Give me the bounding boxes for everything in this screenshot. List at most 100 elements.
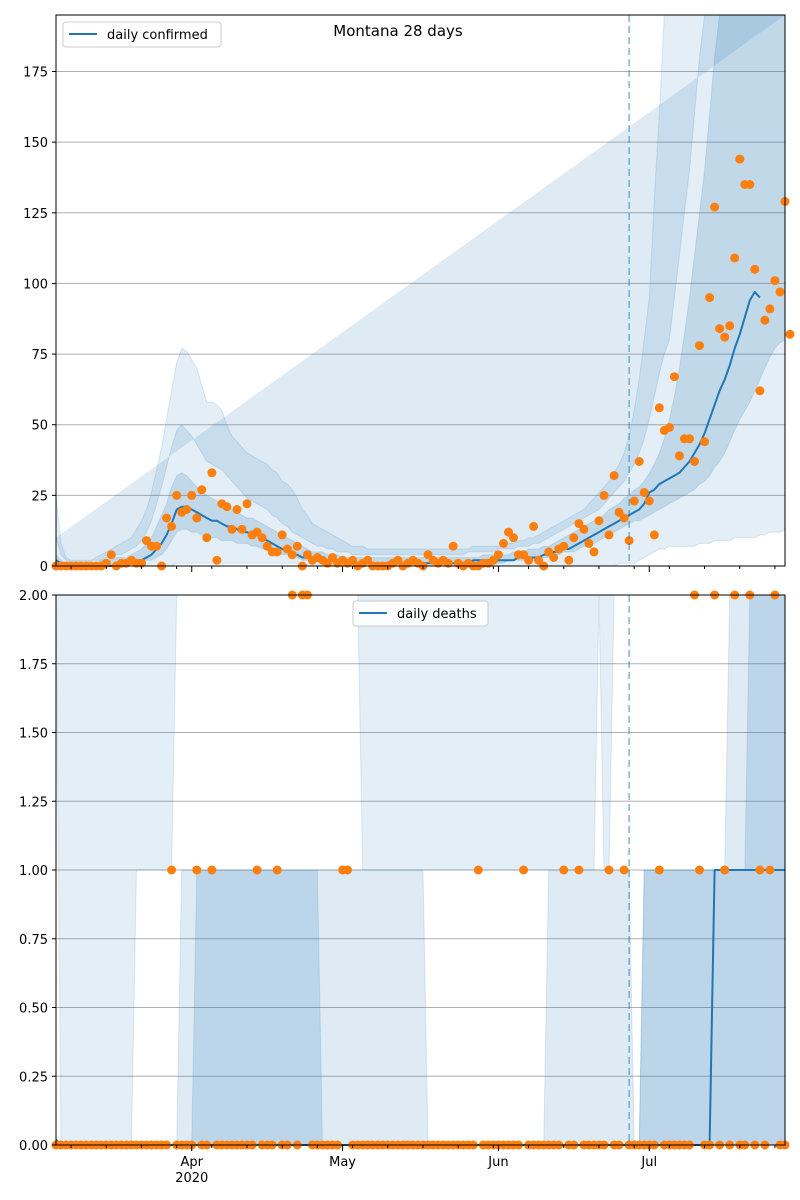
confirmed-observed-point bbox=[292, 541, 302, 551]
confirmed-observed-point bbox=[222, 502, 232, 512]
confirmed-observed-point bbox=[770, 276, 780, 286]
confirmed-observed-point bbox=[443, 558, 453, 568]
confirmed-observed-point bbox=[564, 555, 574, 565]
confirmed-observed-point bbox=[242, 499, 252, 509]
confirmed-observed-point bbox=[227, 524, 237, 534]
confirmed-observed-point bbox=[549, 553, 559, 562]
confirmed-observed-point bbox=[685, 434, 694, 444]
deaths-y-tick-label: 2.00 bbox=[19, 589, 48, 604]
confirmed-y-tick-label: 175 bbox=[23, 66, 48, 81]
confirmed-observed-point bbox=[559, 541, 569, 551]
confirmed-observed-point bbox=[272, 547, 282, 557]
confirmed-observed-point bbox=[137, 558, 146, 568]
deaths-observed-point bbox=[343, 865, 353, 875]
deaths-observed-point bbox=[619, 865, 629, 875]
confirmed-observed-point bbox=[765, 304, 775, 314]
confirmed-observed-point bbox=[212, 555, 222, 565]
deaths-legend: daily deaths bbox=[352, 600, 489, 627]
confirmed-plot-frame bbox=[55, 14, 786, 567]
confirmed-band-mid bbox=[55, 14, 785, 564]
confirmed-observed-point bbox=[493, 550, 503, 560]
confirmed-observed-point bbox=[700, 437, 710, 447]
deaths-observed-point bbox=[654, 865, 664, 875]
confirmed-observed-point bbox=[750, 264, 760, 274]
confirmed-observed-point bbox=[202, 533, 212, 543]
x-tick-label-apr: Apr bbox=[180, 1155, 203, 1170]
confirmed-observed-point bbox=[695, 341, 704, 351]
confirmed-observed-point bbox=[192, 513, 202, 523]
deaths-y-tick-label: 0.00 bbox=[19, 1139, 48, 1154]
deaths-observed-point bbox=[207, 865, 217, 875]
confirmed-observed-point bbox=[745, 180, 755, 189]
legend-box bbox=[62, 21, 222, 48]
confirmed-observed-point bbox=[619, 513, 629, 523]
confirmed-observed-point bbox=[725, 321, 735, 331]
confirmed-observed-point bbox=[710, 202, 720, 212]
x-tick-label-may: May bbox=[329, 1155, 356, 1170]
confirmed-observed-point bbox=[257, 533, 267, 543]
confirmed-y-tick-label: 100 bbox=[23, 277, 48, 292]
deaths-observed-point bbox=[519, 865, 529, 875]
confirmed-observed-point bbox=[509, 533, 518, 543]
confirmed-observed-point bbox=[755, 386, 765, 396]
confirmed-y-tick-label: 0 bbox=[40, 560, 48, 575]
deaths-observed-point bbox=[574, 865, 584, 875]
confirmed-observed-point bbox=[775, 287, 785, 297]
confirmed-observed-point bbox=[609, 471, 619, 481]
confirmed-observed-point bbox=[629, 496, 639, 506]
confirmed-observed-point bbox=[654, 403, 664, 413]
deaths-y-tick-label: 0.75 bbox=[19, 933, 48, 948]
deaths-observed-point bbox=[167, 865, 177, 875]
confirmed-observed-point bbox=[448, 541, 458, 551]
confirmed-observed-point bbox=[715, 324, 725, 334]
confirmed-y-tick-label: 25 bbox=[31, 489, 48, 504]
deaths-observed-point bbox=[720, 865, 730, 875]
deaths-y-tick-label: 0.50 bbox=[19, 1002, 48, 1017]
deaths-observed-point bbox=[755, 865, 765, 875]
confirmed-observed-point bbox=[664, 423, 674, 432]
confirmed-observed-point bbox=[207, 468, 217, 478]
confirmed-observed-point bbox=[649, 530, 659, 540]
deaths-observed-point bbox=[252, 865, 262, 875]
confirmed-y-tick-label: 125 bbox=[23, 207, 48, 222]
legend-label: daily deaths bbox=[397, 607, 477, 622]
confirmed-y-tick-label: 50 bbox=[31, 419, 48, 434]
deaths-y-ticks: 0.00 0.25 0.50 0.75 1.00 1.25 1.50 1.75 2.00 bbox=[19, 589, 56, 1154]
confirmed-observed-point bbox=[187, 490, 197, 500]
confirmed-observed-point bbox=[624, 536, 634, 546]
confirmed-y-tick-label: 75 bbox=[31, 348, 48, 363]
deaths-observed-point bbox=[559, 865, 569, 875]
confirmed-observed-point bbox=[277, 530, 287, 540]
confirmed-legend: daily confirmed bbox=[62, 21, 222, 48]
confirmed-observed-point bbox=[197, 485, 207, 495]
confirmed-observed-point bbox=[152, 541, 162, 551]
confirmed-observed-point bbox=[524, 555, 534, 565]
legend-box bbox=[352, 600, 489, 627]
confirmed-observed-point bbox=[172, 490, 182, 500]
chart-title: Montana 28 days bbox=[333, 22, 463, 40]
confirmed-observed-point bbox=[237, 524, 247, 534]
deaths-observed-point bbox=[765, 865, 775, 875]
confirmed-observed-point bbox=[604, 530, 614, 540]
deaths-observed-point bbox=[473, 865, 483, 875]
confirmed-observed-point bbox=[785, 329, 795, 339]
confirmed-observed-point bbox=[232, 505, 242, 514]
deaths-panel: 0.00 0.25 0.50 0.75 1.00 1.25 1.50 1.75 2.00 Apr… bbox=[19, 589, 790, 1186]
deaths-y-tick-label: 1.75 bbox=[19, 658, 48, 673]
confirmed-observed-point bbox=[594, 516, 604, 526]
deaths-observed-point bbox=[192, 865, 202, 875]
x-tick-label-jul: Jul bbox=[640, 1155, 657, 1170]
x-tick-label-jun: Jun bbox=[487, 1155, 508, 1170]
confirmed-observed-point bbox=[634, 457, 644, 466]
legend-label: daily confirmed bbox=[107, 28, 208, 43]
confirmed-observed-point bbox=[669, 372, 679, 382]
confirmed-observed-point bbox=[705, 293, 715, 303]
confirmed-observed-point bbox=[499, 538, 508, 548]
confirmed-observed-point bbox=[162, 513, 172, 523]
deaths-y-tick-label: 1.00 bbox=[19, 864, 48, 879]
confirmed-observed-point bbox=[674, 451, 684, 461]
confirmed-observed-point bbox=[589, 547, 599, 557]
